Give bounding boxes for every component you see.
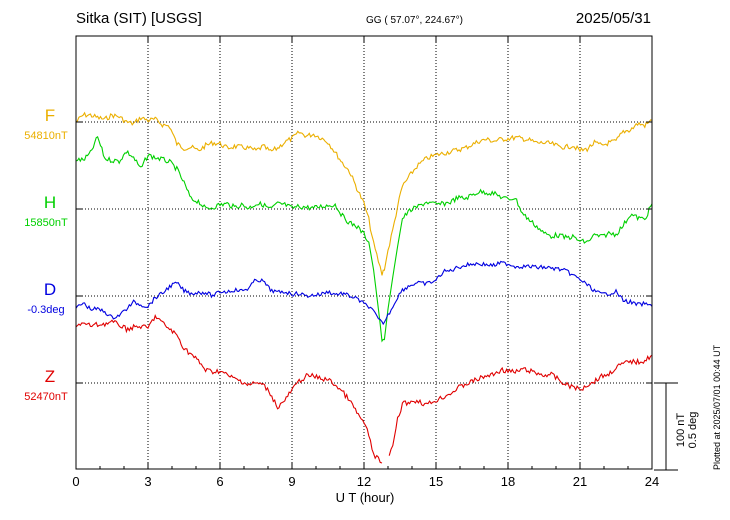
scale-bar: 100 nT 0.5 deg (654, 382, 699, 471)
geographic-coordinates: GG ( 57.07°, 224.67°) (366, 15, 463, 26)
series-name-h: H (44, 193, 56, 212)
scale-bar-label-nt: 100 nT (675, 413, 687, 448)
plot-date: 2025/05/31 (575, 10, 651, 27)
series-labels: F 54810nT H 15850nT D -0.3deg Z 52470nT (24, 106, 68, 403)
station-title: Sitka (SIT) [USGS] (76, 10, 202, 27)
x-tick-label-15: 15 (429, 474, 443, 489)
x-tick-label-6: 6 (216, 474, 223, 489)
x-tick-label-12: 12 (357, 474, 371, 489)
series-line-f (76, 111, 652, 276)
series-line-h (76, 135, 652, 343)
series-line-z-1 (388, 354, 652, 456)
x-tick-label-9: 9 (288, 474, 295, 489)
x-axis-label: U T (hour) (336, 490, 395, 505)
series-baseline-d: -0.3deg (27, 304, 64, 316)
scale-bar-label-deg: 0.5 deg (687, 412, 699, 449)
x-tick-label-18: 18 (501, 474, 515, 489)
x-tick-label-21: 21 (573, 474, 587, 489)
series-layer (76, 111, 652, 464)
series-name-z: Z (45, 367, 55, 386)
series-name-f: F (45, 106, 55, 125)
series-line-z-0 (76, 314, 383, 464)
axis-ticks: 0 3 6 9 12 15 18 21 24 (72, 36, 659, 489)
x-tick-label-0: 0 (72, 474, 79, 489)
series-baseline-z: 52470nT (24, 391, 68, 403)
series-name-d: D (44, 280, 56, 299)
series-baseline-h: 15850nT (24, 217, 68, 229)
grid-lines (76, 36, 652, 469)
plotted-timestamp: Plotted at 2025/07/01 00:44 UT (712, 344, 722, 470)
x-tick-label-24: 24 (645, 474, 659, 489)
x-tick-label-3: 3 (144, 474, 151, 489)
series-line-d (76, 260, 652, 326)
series-baseline-f: 54810nT (24, 130, 68, 142)
